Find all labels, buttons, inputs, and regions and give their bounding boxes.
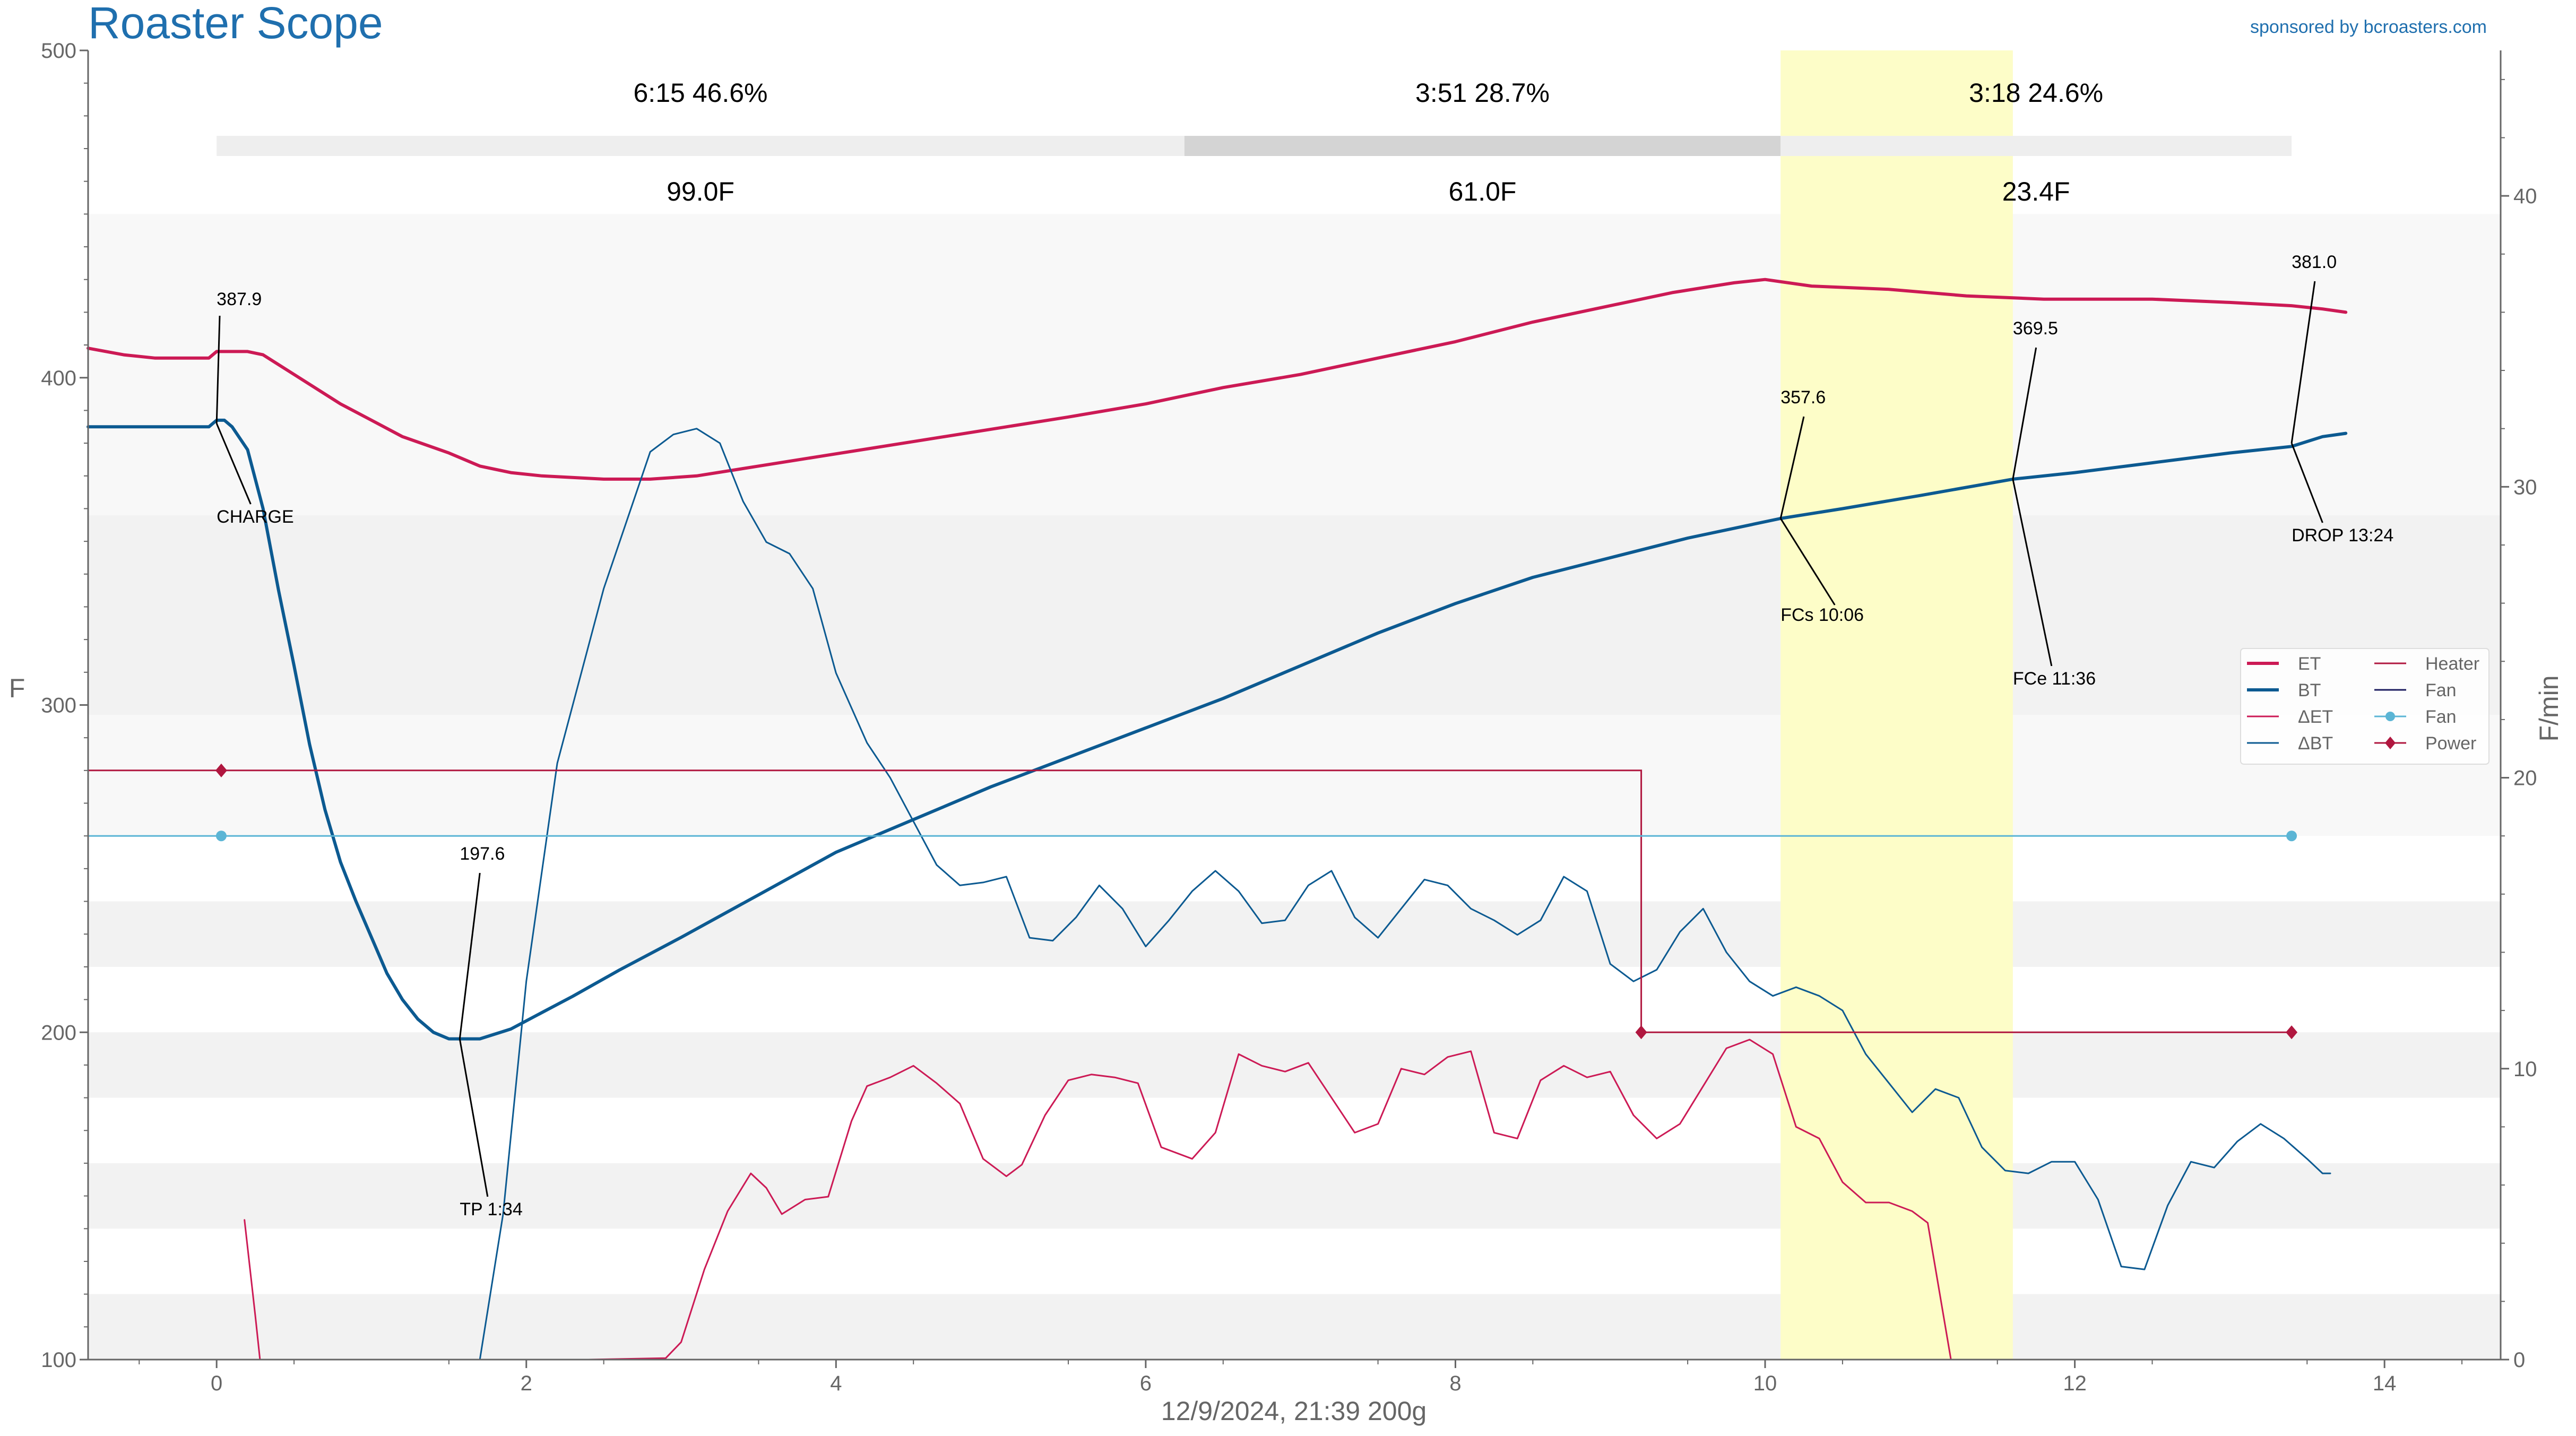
x-tick-label: 4	[830, 1372, 842, 1395]
background-band	[88, 1163, 2501, 1229]
phase-duration-label: 3:18 24.6%	[1969, 78, 2103, 108]
phase-rise-label: 23.4F	[2002, 177, 2070, 206]
legend-marker-power	[2385, 737, 2396, 749]
y-tick-label-left: 400	[41, 367, 76, 390]
background-band	[88, 1032, 2501, 1098]
background-band	[88, 1294, 2501, 1360]
event-leader-line	[2290, 443, 2323, 523]
power-marker	[215, 763, 227, 777]
series-line-delta_bt	[479, 428, 2331, 1361]
event-leader-line	[1779, 416, 1805, 519]
y-tick-label-left: 500	[41, 39, 76, 63]
background-band	[88, 901, 2501, 967]
event-leader-line	[459, 872, 481, 1039]
y-tick-label-left: 100	[41, 1348, 76, 1372]
legend-label: ET	[2298, 654, 2321, 674]
series-lines	[87, 278, 2348, 1361]
event-leader-line	[2012, 347, 2037, 480]
y-axis-label-left: F	[9, 673, 25, 703]
series-line-et	[87, 278, 2348, 481]
legend-box	[2240, 648, 2489, 765]
fan-marker	[215, 831, 227, 842]
y-tick-label-right: 10	[2513, 1058, 2537, 1081]
y-tick-label-right: 20	[2513, 767, 2537, 790]
event-leader-line	[2290, 281, 2316, 444]
x-tick-label: 8	[1449, 1372, 1461, 1395]
legend-label: Fan	[2425, 680, 2457, 700]
y-tick-label-right: 40	[2513, 185, 2537, 208]
phase-bar-segment	[217, 136, 1185, 156]
x-tick-label: 0	[211, 1372, 222, 1395]
event-name-label: FCe 11:36	[2013, 669, 2096, 689]
x-tick-label: 10	[1753, 1372, 1777, 1395]
x-tick-label: 14	[2373, 1372, 2397, 1395]
y-tick-label-left: 300	[41, 694, 76, 717]
event-value-label: 369.5	[2013, 318, 2058, 339]
legend-label: Power	[2425, 733, 2476, 754]
series-line-bt	[87, 418, 2348, 1041]
y-axis-label-right: F/min	[2534, 676, 2564, 742]
phase-duration-label: 6:15 46.6%	[634, 78, 768, 108]
event-value-label: 381.0	[2292, 252, 2337, 272]
power-marker	[1635, 1025, 1647, 1040]
event-leader-line	[215, 423, 252, 505]
phase-rise-label: 99.0F	[667, 177, 734, 206]
event-name-label: FCs 10:06	[1780, 605, 1864, 625]
legend: ET Heater BT Fan ΔET Fan ΔBT Power	[2240, 648, 2489, 765]
power-marker	[2286, 1025, 2298, 1040]
event-value-label: 387.9	[217, 289, 262, 309]
background-band	[88, 214, 2501, 515]
event-name-label: DROP 13:24	[2292, 525, 2393, 546]
background-bands	[88, 50, 2501, 1360]
event-leader-line	[1779, 518, 1836, 605]
event-leader-line	[459, 1039, 489, 1197]
x-tick-label: 2	[521, 1372, 532, 1395]
x-tick-label: 12	[2063, 1372, 2087, 1395]
phase-summary: 6:15 46.6% 99.0F 3:51 28.7% 61.0F 3:18 24.6%…	[217, 78, 2292, 206]
legend-label: ΔBT	[2298, 733, 2333, 754]
legend-label: ΔET	[2298, 707, 2333, 727]
footer-date-weight: 12/9/2024, 21:39 200g	[1161, 1396, 1427, 1426]
y-tick-label-right: 30	[2513, 475, 2537, 499]
fan-marker	[2286, 831, 2297, 842]
phase-duration-label: 3:51 28.7%	[1415, 78, 1550, 108]
sponsor-link[interactable]: sponsored by bcroasters.com	[2250, 17, 2487, 37]
axes: 0 2 4 6 8 10 12 14 100 200 300 400 500 0 10 20 30 40	[41, 39, 2537, 1395]
phase-rise-label: 61.0F	[1449, 177, 1517, 206]
event-name-label: CHARGE	[217, 507, 293, 527]
series-line-delta_et	[244, 1219, 261, 1361]
first-crack-band	[1780, 50, 2013, 1360]
app-title: Roaster Scope	[88, 0, 383, 48]
legend-label: Fan	[2425, 707, 2457, 727]
event-leader-line	[215, 315, 221, 424]
y-tick-label-left: 200	[41, 1021, 76, 1044]
legend-label: Heater	[2425, 654, 2479, 674]
background-band	[88, 515, 2501, 715]
event-leader-line	[2012, 479, 2053, 667]
background-band	[88, 715, 2501, 836]
event-value-label: 197.6	[460, 844, 505, 864]
series-line-delta_et-segment	[587, 1039, 1952, 1361]
series-line-heater	[88, 769, 2292, 1033]
legend-marker-fan_setting	[2385, 712, 2395, 721]
event-annotations: 387.9 CHARGE 197.6 TP 1:34 357.6 FCs 10:06 369…	[215, 252, 2393, 1219]
x-tick-label: 6	[1140, 1372, 1152, 1395]
legend-label: BT	[2298, 680, 2321, 700]
y-tick-label-right: 0	[2513, 1348, 2525, 1372]
event-name-label: TP 1:34	[460, 1199, 522, 1219]
phase-bar-segment	[1184, 136, 1781, 156]
event-value-label: 357.6	[1780, 387, 1826, 408]
phase-bar-segment	[1780, 136, 2292, 156]
